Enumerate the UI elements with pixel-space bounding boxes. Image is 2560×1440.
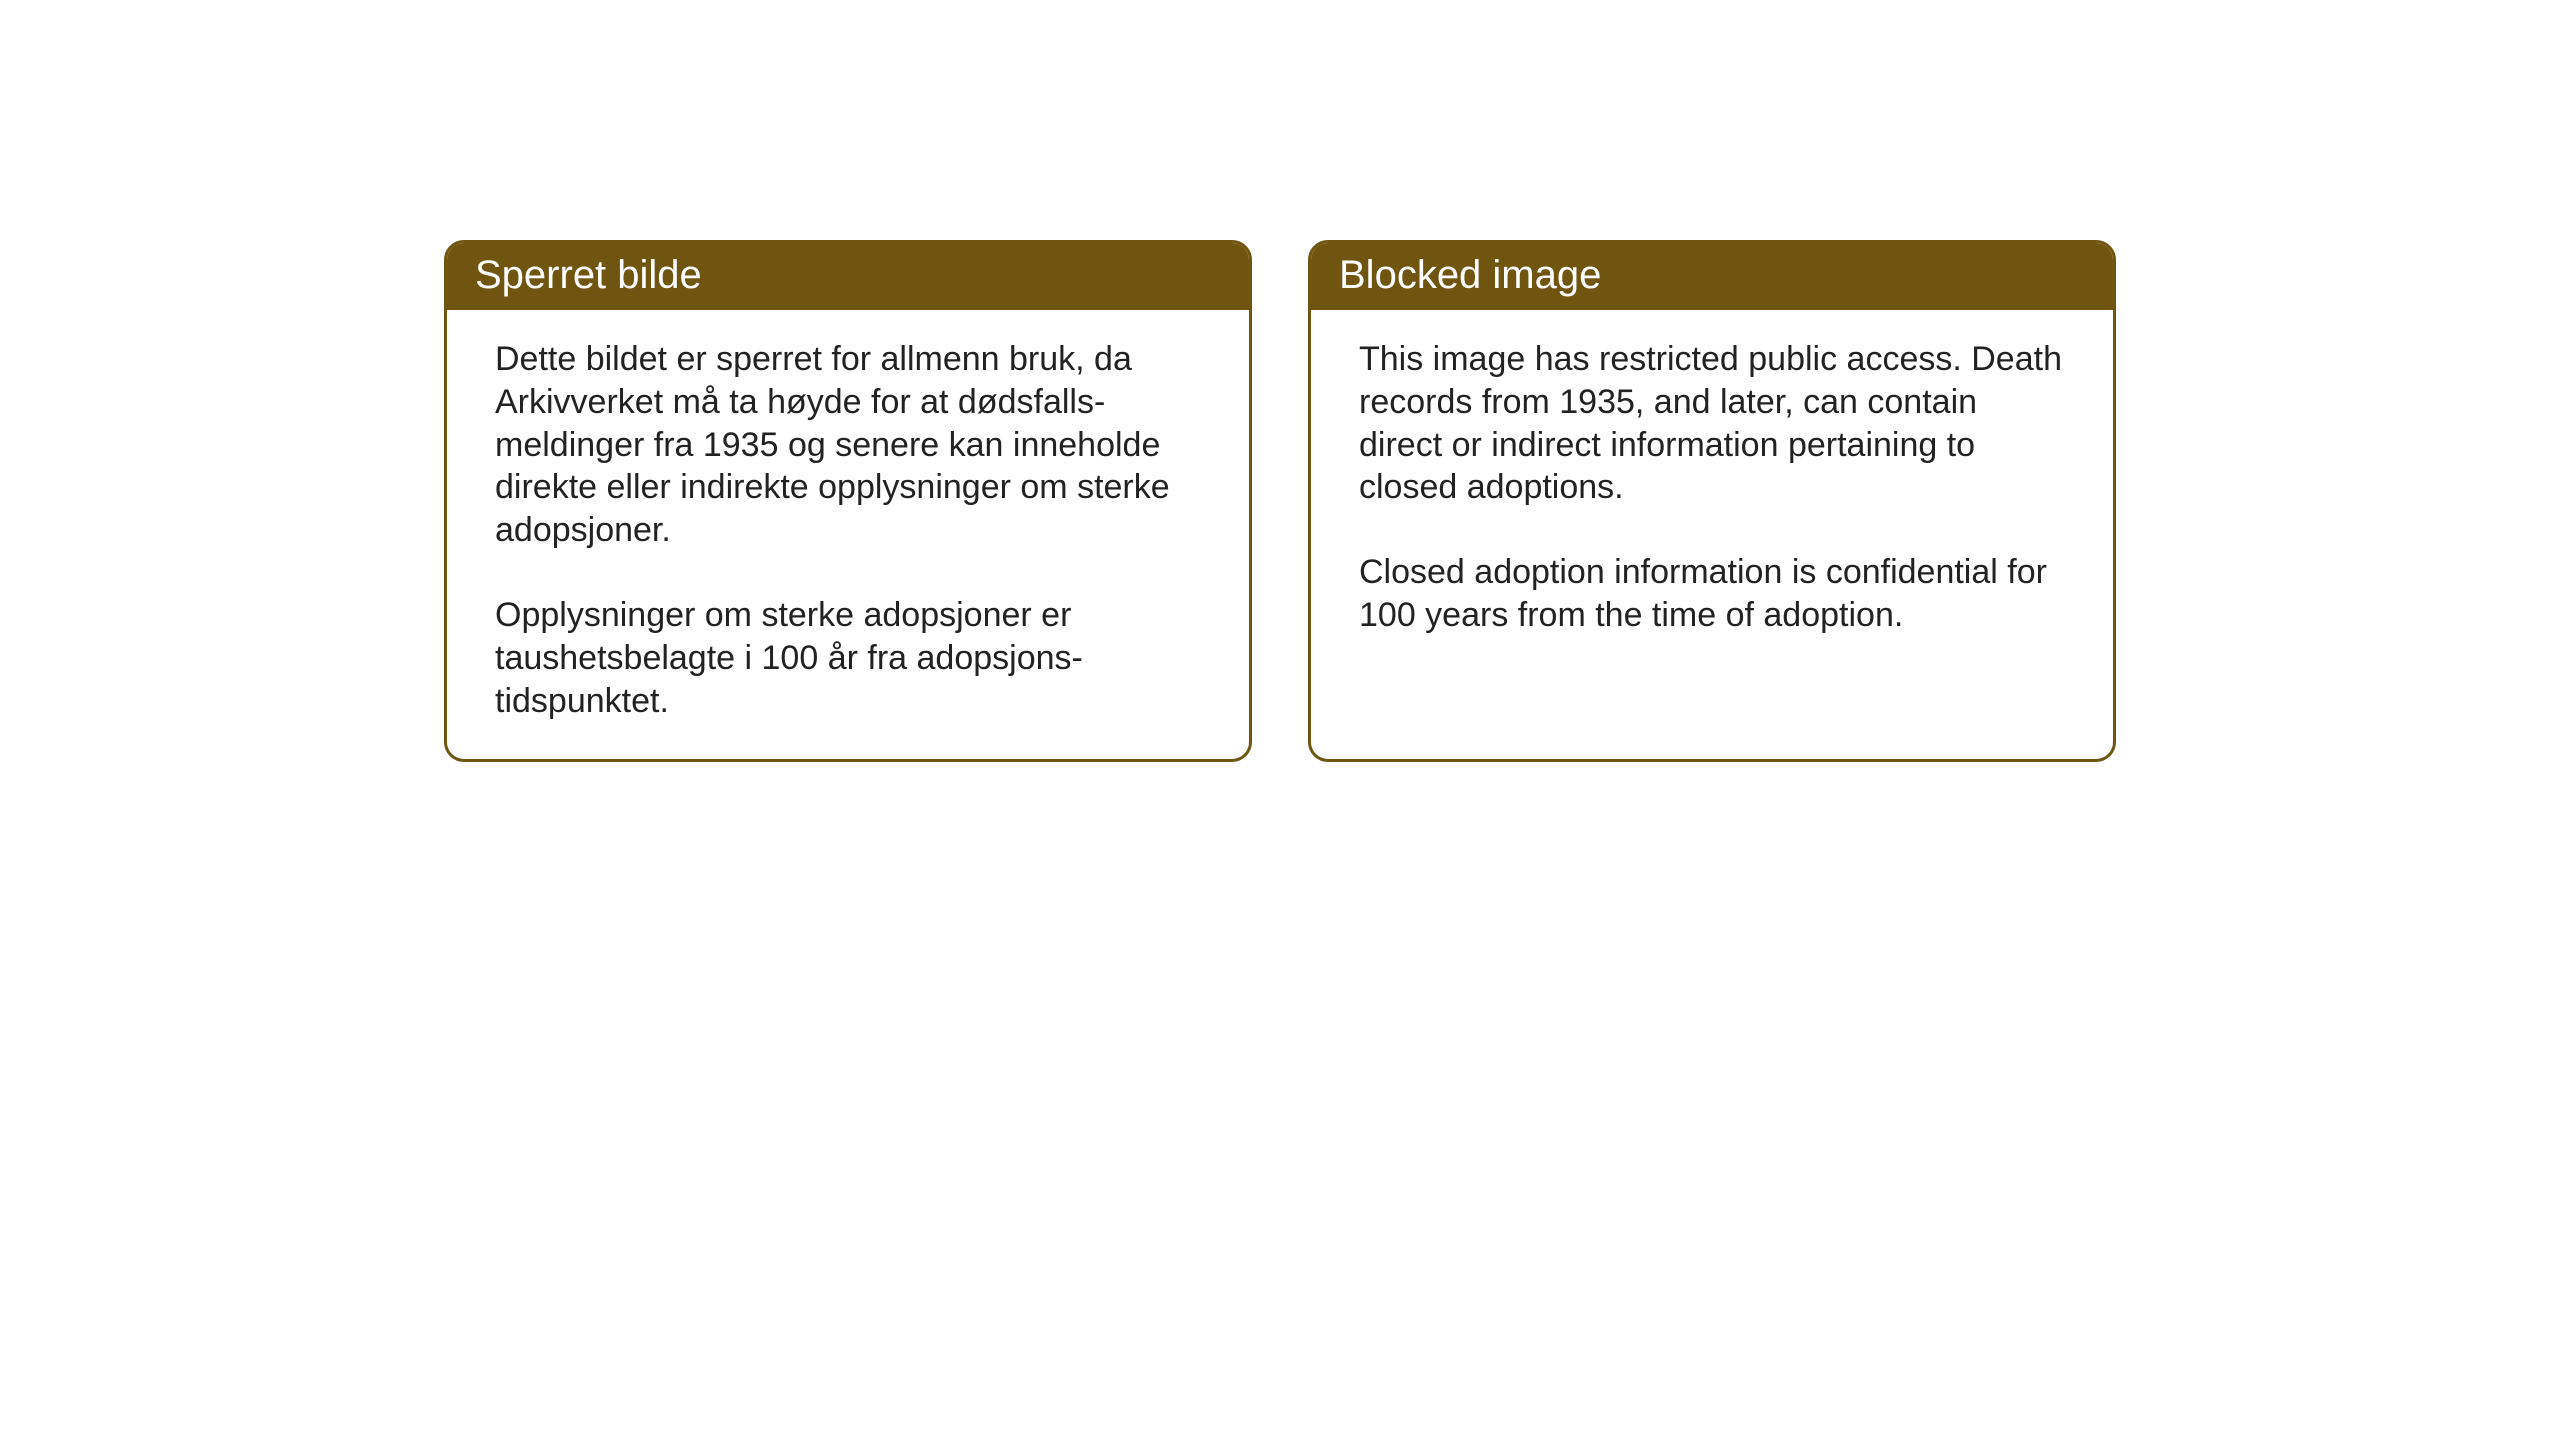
card-title-norwegian: Sperret bilde (475, 253, 702, 297)
card-body-norwegian: Dette bildet er sperret for allmenn bruk… (447, 310, 1249, 759)
card-body-english: This image has restricted public access.… (1311, 310, 2113, 673)
notice-card-norwegian: Sperret bilde Dette bildet er sperret fo… (444, 240, 1252, 762)
card-header-english: Blocked image (1311, 243, 2113, 310)
card-paragraph-2-norwegian: Opplysninger om sterke adopsjoner er tau… (495, 594, 1201, 722)
notice-container: Sperret bilde Dette bildet er sperret fo… (444, 240, 2116, 762)
card-paragraph-2-english: Closed adoption information is confident… (1359, 551, 2065, 637)
card-paragraph-1-english: This image has restricted public access.… (1359, 338, 2065, 509)
card-paragraph-1-norwegian: Dette bildet er sperret for allmenn bruk… (495, 338, 1201, 552)
notice-card-english: Blocked image This image has restricted … (1308, 240, 2116, 762)
card-header-norwegian: Sperret bilde (447, 243, 1249, 310)
card-title-english: Blocked image (1339, 253, 1601, 297)
